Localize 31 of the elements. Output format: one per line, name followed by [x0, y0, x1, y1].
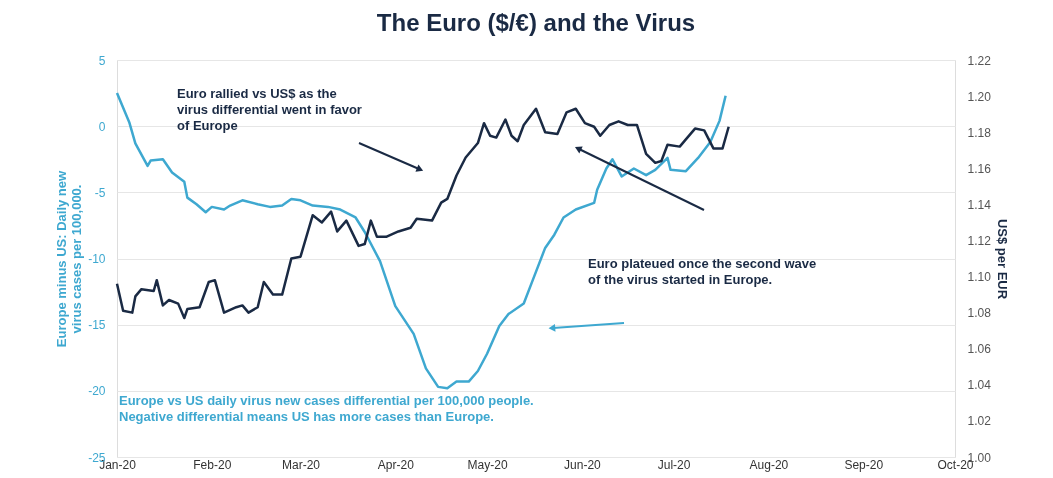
x-tick-label: Apr-20 — [377, 457, 415, 472]
x-tick-label: Feb-20 — [193, 457, 232, 472]
y2-tick-label: 1.22 — [967, 53, 992, 68]
x-tick-label: Sep-20 — [844, 457, 884, 472]
annotation: Euro plateued once the second wave of the virus started in Europe. — [588, 256, 817, 287]
y2-axis-title: US$ per EUR — [994, 218, 1010, 300]
x-tick-label: May-20 — [467, 457, 508, 472]
chart-title: The Euro ($/€) and the Virus — [376, 9, 696, 36]
y-tick-label: -15 — [88, 318, 106, 333]
y-tick-label: -10 — [88, 252, 106, 266]
y2-tick-label: 1.12 — [967, 233, 992, 248]
y-tick-label: 5 — [98, 53, 106, 68]
y-tick-label: -5 — [94, 185, 106, 200]
y2-tick-label: 1.08 — [967, 306, 992, 321]
x-tick-label: Aug-20 — [749, 457, 789, 472]
y-axis-title: Europe minus US: Daily new virus cases per 100,000. — [54, 169, 85, 348]
x-tick-label: Jul-20 — [657, 457, 691, 472]
annotation: Europe vs US daily virus new cases differential per 100,000 people. Negative differential means US has more cases than Europe. — [119, 393, 534, 424]
x-tick-label: Jun-20 — [564, 457, 602, 472]
y-tick-label: -20 — [88, 384, 106, 399]
annotation: Euro rallied vs US$ as the virus differential went in favor of Europe — [177, 86, 362, 133]
y2-tick-label: 1.02 — [967, 414, 992, 429]
y2-tick-label: 1.18 — [967, 125, 992, 140]
y-tick-label: 0 — [98, 119, 106, 134]
y2-tick-label: 1.16 — [967, 161, 992, 176]
y2-tick-label: 1.06 — [967, 342, 992, 357]
y2-tick-label: 1.04 — [967, 378, 992, 393]
x-tick-label: Mar-20 — [282, 457, 321, 472]
y2-tick-label: 1.10 — [967, 270, 992, 285]
y2-tick-label: 1.20 — [967, 89, 992, 104]
y2-tick-label: 1.14 — [967, 197, 992, 212]
